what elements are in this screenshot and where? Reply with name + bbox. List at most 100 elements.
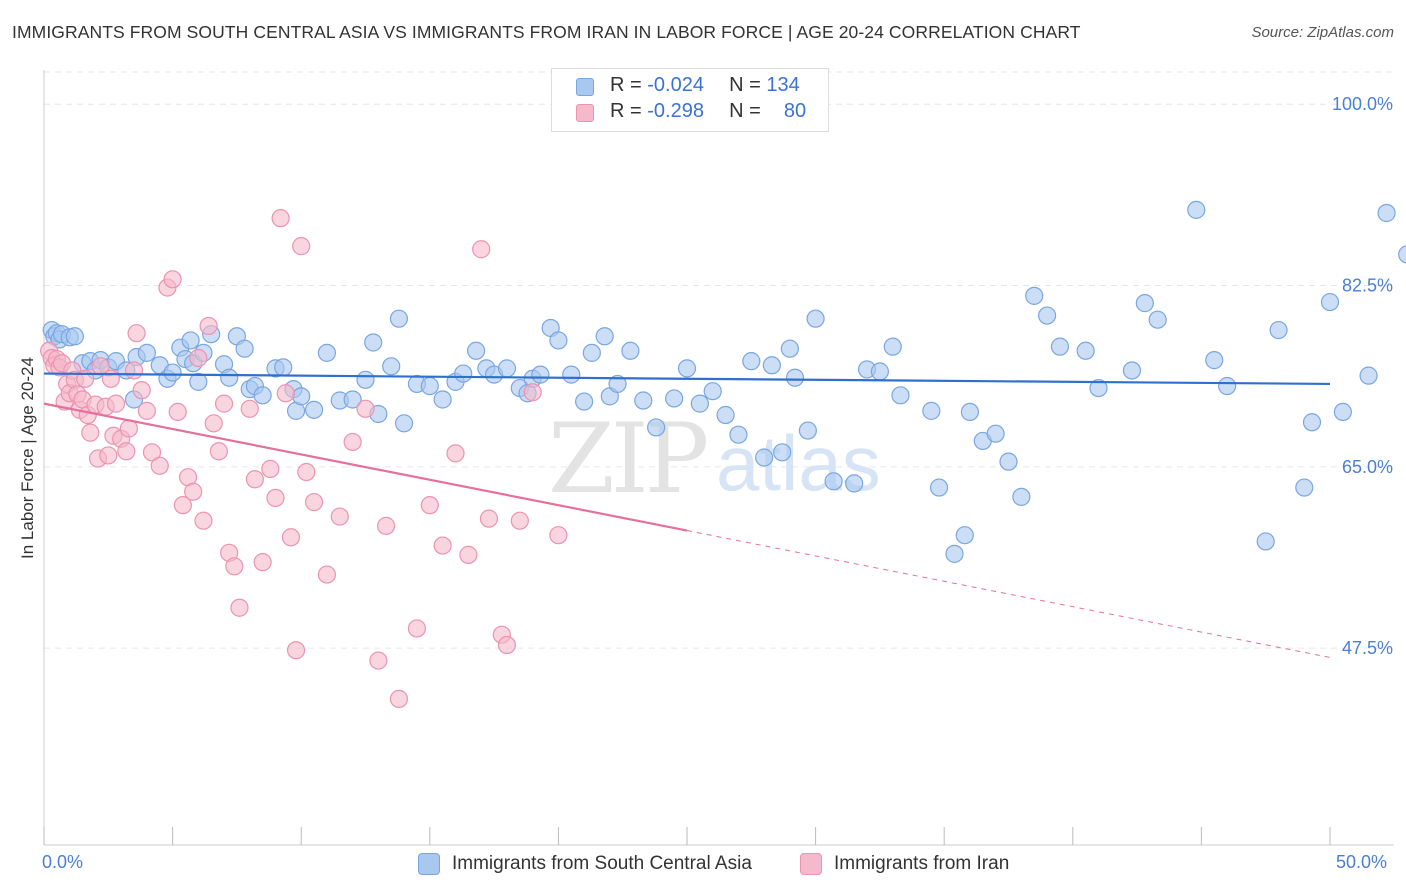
point-south-central-asia bbox=[677, 359, 697, 378]
point-iran bbox=[230, 598, 249, 617]
chart-source: Source: ZipAtlas.com bbox=[1251, 24, 1394, 41]
point-south-central-asia bbox=[824, 472, 843, 491]
trend-line-iran-extension bbox=[686, 530, 1331, 658]
point-iran bbox=[433, 536, 452, 555]
point-iran bbox=[240, 399, 259, 418]
point-iran bbox=[330, 507, 349, 526]
point-iran bbox=[281, 528, 301, 547]
point-south-central-asia bbox=[582, 343, 601, 362]
legend-label: Immigrants from Iran bbox=[834, 853, 1010, 874]
point-iran bbox=[199, 316, 218, 336]
point-south-central-asia bbox=[773, 443, 792, 462]
point-south-central-asia bbox=[1089, 378, 1108, 398]
point-south-central-asia bbox=[163, 363, 182, 382]
point-south-central-asia bbox=[1295, 478, 1314, 497]
r-value: -0.298 bbox=[647, 100, 704, 122]
point-iran bbox=[389, 689, 409, 709]
point-south-central-asia bbox=[317, 343, 337, 362]
point-south-central-asia bbox=[883, 337, 902, 356]
point-south-central-asia bbox=[595, 327, 614, 346]
point-south-central-asia bbox=[466, 341, 486, 360]
point-south-central-asia bbox=[1122, 361, 1142, 380]
point-south-central-asia bbox=[665, 389, 684, 408]
trend-line-south-central-asia bbox=[43, 372, 1331, 386]
point-iran bbox=[225, 557, 244, 576]
point-south-central-asia bbox=[1256, 532, 1275, 551]
point-iran bbox=[184, 482, 203, 501]
point-south-central-asia bbox=[929, 478, 949, 497]
point-iran bbox=[292, 237, 311, 256]
point-south-central-asia bbox=[433, 390, 452, 409]
y-axis-label: In Labor Force | Age 20-24 bbox=[18, 357, 37, 559]
point-iran bbox=[101, 369, 120, 388]
n-value: 134 bbox=[766, 74, 800, 96]
chart-title: IMMIGRANTS FROM SOUTH CENTRAL ASIA VS IM… bbox=[12, 22, 1081, 42]
r-label: R = bbox=[610, 74, 642, 96]
point-south-central-asia bbox=[608, 374, 627, 394]
point-iran bbox=[194, 511, 213, 530]
pink-swatch bbox=[576, 104, 594, 122]
point-south-central-asia bbox=[1187, 200, 1206, 219]
point-south-central-asia bbox=[1148, 310, 1167, 329]
point-iran bbox=[137, 401, 156, 420]
stats-text: R = -0.024 N = 134 bbox=[610, 74, 800, 97]
point-south-central-asia bbox=[274, 358, 293, 377]
n-value: 80 bbox=[783, 100, 807, 122]
point-south-central-asia bbox=[1135, 294, 1154, 313]
point-iran bbox=[214, 394, 234, 413]
point-south-central-asia bbox=[716, 405, 735, 425]
point-iran bbox=[81, 423, 100, 442]
point-south-central-asia bbox=[382, 357, 401, 376]
point-iran bbox=[459, 545, 478, 564]
point-iran bbox=[304, 492, 324, 512]
watermark-zip: ZIP bbox=[548, 403, 707, 515]
point-south-central-asia bbox=[1320, 292, 1340, 312]
n-label: N = bbox=[729, 100, 761, 122]
point-south-central-asia bbox=[1050, 337, 1070, 356]
point-iran bbox=[523, 383, 542, 402]
point-iran bbox=[407, 619, 427, 638]
point-south-central-asia bbox=[454, 364, 473, 383]
point-south-central-asia bbox=[1025, 286, 1044, 305]
point-iran bbox=[271, 209, 290, 228]
trend-line-iran bbox=[43, 402, 688, 532]
point-iran bbox=[446, 444, 465, 463]
point-south-central-asia bbox=[1218, 376, 1237, 396]
point-south-central-asia bbox=[1012, 487, 1031, 506]
point-south-central-asia bbox=[420, 376, 439, 396]
point-south-central-asia bbox=[922, 401, 941, 420]
point-south-central-asia bbox=[806, 309, 825, 328]
y-tick-label: 82.5% bbox=[1342, 276, 1393, 296]
point-south-central-asia bbox=[729, 425, 748, 444]
blue-swatch bbox=[576, 78, 594, 96]
point-south-central-asia bbox=[999, 452, 1018, 471]
r-value: -0.024 bbox=[647, 74, 704, 96]
point-south-central-asia bbox=[1269, 320, 1288, 340]
point-iran bbox=[245, 470, 265, 489]
point-south-central-asia bbox=[235, 339, 254, 358]
point-iran bbox=[317, 565, 337, 584]
point-south-central-asia bbox=[189, 372, 208, 391]
legend-swatch-blue bbox=[418, 853, 440, 875]
point-iran bbox=[127, 324, 146, 343]
point-south-central-asia bbox=[304, 400, 324, 419]
point-south-central-asia bbox=[137, 343, 156, 362]
point-south-central-asia bbox=[343, 390, 362, 409]
point-south-central-asia bbox=[220, 368, 239, 387]
n-label: N = bbox=[729, 74, 761, 96]
point-iran bbox=[497, 635, 517, 655]
legend-label: Immigrants from South Central Asia bbox=[452, 853, 752, 874]
point-iran bbox=[204, 414, 223, 433]
y-tick-label: 65.0% bbox=[1342, 457, 1393, 477]
point-south-central-asia bbox=[575, 392, 594, 411]
point-iran bbox=[369, 651, 388, 670]
point-iran bbox=[189, 348, 208, 368]
point-iran bbox=[261, 459, 280, 478]
point-iran bbox=[253, 553, 272, 572]
stats-legend-box: R = -0.024 N = 134 R = -0.298 N = 80 bbox=[551, 68, 829, 132]
r-label: R = bbox=[610, 100, 642, 122]
point-iran bbox=[132, 381, 151, 400]
point-iran bbox=[150, 456, 169, 475]
bottom-legend: Immigrants from South Central Asia Immig… bbox=[0, 852, 1406, 878]
point-iran bbox=[356, 399, 375, 418]
